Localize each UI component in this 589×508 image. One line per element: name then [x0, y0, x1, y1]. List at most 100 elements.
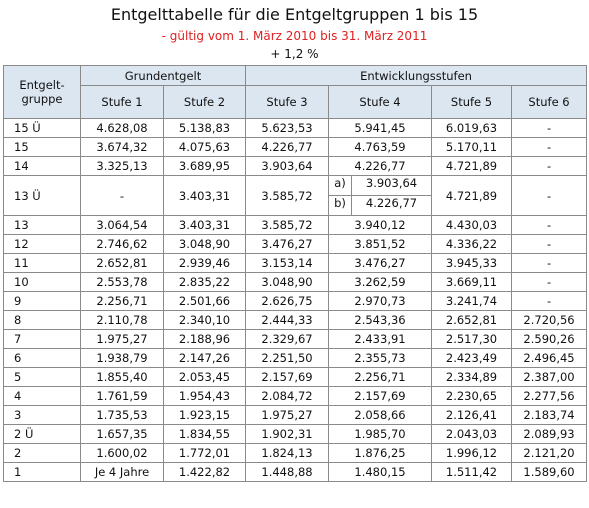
salary-table: Entgelt- gruppe Grundentgelt Entwicklung… — [3, 65, 588, 482]
cell-stufe-3: 2.329,67 — [245, 329, 329, 349]
cell-stufe-1: 1.657,35 — [80, 424, 164, 444]
cell-stufe-5: 6.019,63 — [431, 118, 512, 138]
cell-stufe-5: 2.423,49 — [431, 348, 512, 368]
cell-stufe-5: 2.652,81 — [431, 310, 512, 330]
increase-label: + 1,2 % — [270, 47, 319, 61]
cell-stufe-2: 3.403,31 — [163, 175, 246, 216]
cell-stufe-5: 4.430,03 — [431, 215, 512, 235]
table-row: 15 3.674,32 4.075,63 4.226,77 4.763,59 5.170,… — [3, 137, 588, 157]
cell-stufe-1: 1.855,40 — [80, 367, 164, 387]
cell-group: 3 — [3, 405, 81, 425]
cell-stufe-3: 1.448,88 — [245, 462, 329, 482]
cell-stufe-1: 2.110,78 — [80, 310, 164, 330]
cell-stufe-4: 3.262,59 — [328, 272, 432, 292]
cell-stufe-3: 1.975,27 — [245, 405, 329, 425]
cell-stufe-1: 1.975,27 — [80, 329, 164, 349]
cell-group: 12 — [3, 234, 81, 254]
cell-stufe-2: 2.835,22 — [163, 272, 246, 292]
table-row: 9 2.256,71 2.501,66 2.626,75 2.970,73 3.241,7… — [3, 291, 588, 311]
cell-stufe-5: 1.511,42 — [431, 462, 512, 482]
cell-stufe-1: 3.674,32 — [80, 137, 164, 157]
header-stufe-4: Stufe 4 — [328, 85, 432, 119]
table-row: 2 1.600,02 1.772,01 1.824,13 1.876,25 1.996,1… — [3, 443, 588, 463]
header-row-stufen: Stufe 1 Stufe 2 Stufe 3 Stufe 4 Stufe 5 … — [4, 85, 588, 119]
table-row-13u: 13 Ü - 3.403,31 3.585,72 a) 3.903,64 4.7… — [3, 175, 588, 216]
cell-group: 15 — [3, 137, 81, 157]
cell-stufe-5: 3.669,11 — [431, 272, 512, 292]
cell-group: 11 — [3, 253, 81, 273]
cell-stufe-3: 5.623,53 — [245, 118, 329, 138]
cell-stufe-2: 2.340,10 — [163, 310, 246, 330]
cell-stufe-3: 3.153,14 — [245, 253, 329, 273]
cell-group: 2 — [3, 443, 81, 463]
cell-stufe-1: 2.746,62 — [80, 234, 164, 254]
table-row: 8 2.110,78 2.340,10 2.444,33 2.543,36 2.652,8… — [3, 310, 588, 330]
cell-stufe-2: 1.954,43 — [163, 386, 246, 406]
table-row: 12 2.746,62 3.048,90 3.476,27 3.851,52 4.336,… — [3, 234, 588, 254]
cell-stufe-2: 2.053,45 — [163, 367, 246, 387]
cell-group: 10 — [3, 272, 81, 292]
cell-stufe-5: 2.126,41 — [431, 405, 512, 425]
cell-stufe-1: 2.256,71 — [80, 291, 164, 311]
cell-stufe-5: 2.230,65 — [431, 386, 512, 406]
cell-stufe-3: 4.226,77 — [245, 137, 329, 157]
cell-stufe-3: 3.585,72 — [245, 215, 329, 235]
cell-stufe-1: 1.761,59 — [80, 386, 164, 406]
cell-stufe-4: 5.941,45 — [328, 118, 432, 138]
cell-stufe-5: 4.721,89 — [431, 156, 512, 176]
cell-stufe-3: 2.251,50 — [245, 348, 329, 368]
cell-stufe-5: 3.241,74 — [431, 291, 512, 311]
variant-a-label: a) — [334, 176, 346, 190]
cell-stufe-1: 3.064,54 — [80, 215, 164, 235]
table-row: 5 1.855,40 2.053,45 2.157,69 2.256,71 2.334,8… — [3, 367, 588, 387]
header-row-groups: Entgelt- gruppe Grundentgelt Entwicklung… — [3, 65, 588, 119]
cell-stufe-4: 2.970,73 — [328, 291, 432, 311]
table-row: 2 Ü 1.657,35 1.834,55 1.902,31 1.985,70 2.043… — [3, 424, 588, 444]
cell-stufe-4b: b) 4.226,77 — [328, 195, 432, 216]
cell-stufe-4: 2.157,69 — [328, 386, 432, 406]
cell-group: 6 — [3, 348, 81, 368]
page-title: Entgelttabelle für die Entgeltgruppen 1 … — [110, 5, 479, 24]
cell-group: 2 Ü — [3, 424, 81, 444]
cell-stufe-5: 4.336,22 — [431, 234, 512, 254]
cell-stufe-6: 2.590,26 — [510, 329, 588, 349]
cell-group: 9 — [3, 291, 81, 311]
cell-stufe-6: 2.387,00 — [510, 367, 588, 387]
cell-stufe-6: 2.277,56 — [510, 386, 588, 406]
cell-stufe-3: 3.903,64 — [245, 156, 329, 176]
cell-stufe-2: 3.689,95 — [163, 156, 246, 176]
variant-a-value: 3.903,64 — [351, 176, 431, 195]
cell-stufe-2: 2.939,46 — [163, 253, 246, 273]
cell-stufe-1: 1.600,02 — [80, 443, 164, 463]
header-stufe-6: Stufe 6 — [510, 85, 588, 119]
cell-stufe-6: 2.720,56 — [510, 310, 588, 330]
header-stufe-3: Stufe 3 — [245, 85, 329, 119]
cell-stufe-3: 1.902,31 — [245, 424, 329, 444]
table-row: 1 Je 4 Jahre 1.422,82 1.448,88 1.480,15 1.511… — [3, 462, 588, 482]
cell-stufe-4: 1.985,70 — [328, 424, 432, 444]
header-stufe-1: Stufe 1 — [80, 85, 164, 119]
cell-stufe-3: 2.444,33 — [245, 310, 329, 330]
cell-stufe-6: 2.183,74 — [510, 405, 588, 425]
cell-stufe-6: - — [510, 175, 588, 216]
variant-b-label: b) — [334, 196, 346, 210]
cell-group: 13 — [3, 215, 81, 235]
cell-group: 5 — [3, 367, 81, 387]
cell-stufe-2: 1.422,82 — [163, 462, 246, 482]
cell-stufe-4: 2.433,91 — [328, 329, 432, 349]
cell-stufe-6: - — [510, 118, 588, 138]
cell-group: 7 — [3, 329, 81, 349]
header-grundentgelt: Grundentgelt — [80, 65, 246, 86]
cell-stufe-3: 3.476,27 — [245, 234, 329, 254]
validity-subtitle: - gültig vom 1. März 2010 bis 31. März 2… — [161, 29, 428, 43]
cell-stufe-4: 1.876,25 — [328, 443, 432, 463]
cell-stufe-4: 2.543,36 — [328, 310, 432, 330]
cell-stufe-6: 2.089,93 — [510, 424, 588, 444]
cell-stufe-1: Je 4 Jahre — [80, 462, 164, 482]
cell-stufe-6: 1.589,60 — [510, 462, 588, 482]
cell-stufe-3: 2.157,69 — [245, 367, 329, 387]
cell-stufe-6: 2.496,45 — [510, 348, 588, 368]
table-row: 7 1.975,27 2.188,96 2.329,67 2.433,91 2.517,3… — [3, 329, 588, 349]
cell-stufe-1: 2.652,81 — [80, 253, 164, 273]
cell-stufe-6: - — [510, 234, 588, 254]
